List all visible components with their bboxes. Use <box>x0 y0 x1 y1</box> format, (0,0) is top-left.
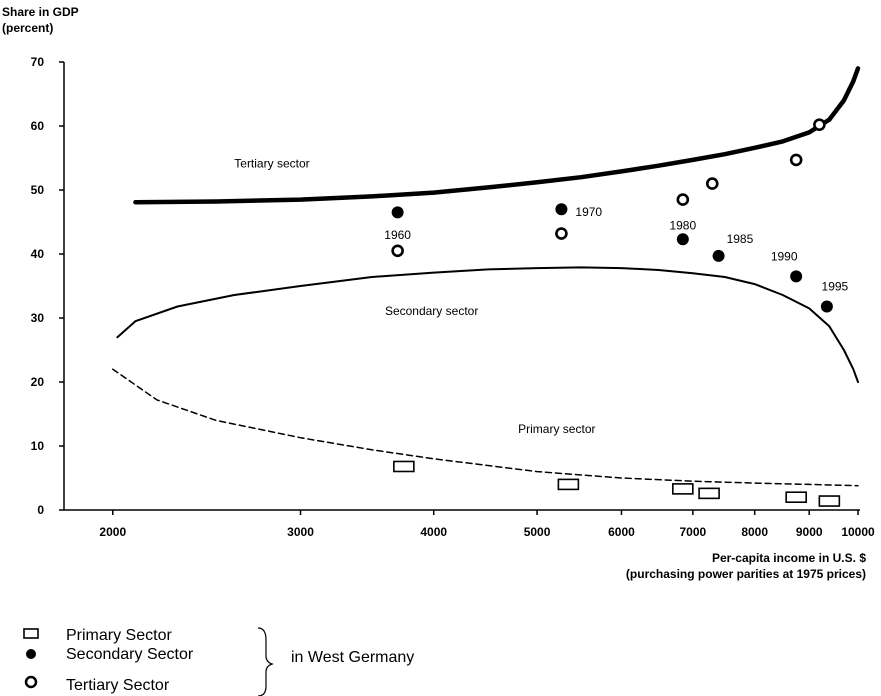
year-label: 1980 <box>669 218 696 232</box>
legend-secondary-label: Secondary Sector <box>66 646 194 663</box>
primary-sector-curve <box>112 368 859 487</box>
y-tick-label: 70 <box>31 55 45 69</box>
primary-sector-point <box>557 478 580 491</box>
year-label: 1985 <box>727 232 754 246</box>
x-tick-label: 10000 <box>841 525 875 539</box>
x-tick-label: 9000 <box>796 525 823 539</box>
secondary-sector-point <box>676 233 689 246</box>
x-tick-label: 7000 <box>679 525 706 539</box>
curve-annotation: Primary sector <box>518 422 595 436</box>
sector-curves <box>112 66 861 487</box>
y-axis-title-line2: (percent) <box>2 21 53 35</box>
year-label: 1970 <box>575 205 602 219</box>
y-axis-title-line1: Share in GDP <box>2 5 79 19</box>
year-label: 1990 <box>771 249 798 263</box>
legend-brace <box>257 627 274 696</box>
tertiary-sector-point <box>555 227 568 240</box>
primary-sector-point <box>393 460 415 473</box>
primary-sector-point <box>818 495 841 507</box>
legend-secondary-marker <box>26 649 36 659</box>
tertiary-sector-point <box>676 193 690 206</box>
legend-tertiary-marker <box>24 675 38 689</box>
secondary-sector-curve <box>116 266 859 383</box>
secondary-sector-point <box>391 206 404 219</box>
x-tick-label: 2000 <box>99 525 126 539</box>
y-tick-label: 0 <box>37 503 44 517</box>
tertiary-sector-point <box>705 177 719 190</box>
x-tick-label: 6000 <box>608 525 635 539</box>
data-markers: 1970 1980 1985 1990 1995 1960 <box>384 118 849 507</box>
legend-tertiary-label: Tertiary Sector <box>66 677 170 694</box>
secondary-sector-point <box>555 203 568 216</box>
legend-group-label: in West Germany <box>291 649 414 666</box>
y-tick-label: 30 <box>31 311 45 325</box>
y-tick-label: 10 <box>31 439 45 453</box>
y-tick-label: 20 <box>31 375 45 389</box>
y-tick-label: 50 <box>31 183 45 197</box>
x-tick-label: 8000 <box>741 525 768 539</box>
secondary-sector-point <box>790 270 803 283</box>
secondary-sector-point <box>820 300 833 313</box>
primary-sector-point <box>698 487 720 500</box>
legend-primary-label: Primary Sector <box>66 627 172 644</box>
tertiary-sector-point <box>813 118 826 132</box>
year-label: 1960 <box>384 228 411 242</box>
year-label: 1995 <box>822 279 849 293</box>
tertiary-sector-point <box>789 153 803 167</box>
x-axis-title-line2: (purchasing power parities at 1975 price… <box>626 567 866 581</box>
curve-annotation: Tertiary sector <box>234 157 309 171</box>
curve-annotation: Secondary sector <box>385 304 478 318</box>
y-tick-label: 40 <box>31 247 45 261</box>
x-axis-title-line1: Per-capita income in U.S. $ <box>712 551 866 565</box>
tertiary-sector-curve <box>133 66 861 205</box>
secondary-sector-point <box>712 249 725 262</box>
x-tick-label: 4000 <box>420 525 447 539</box>
legend: Primary Sector Secondary Sector Tertiary… <box>23 627 414 696</box>
primary-sector-point <box>785 491 807 504</box>
annotations: Tertiary sector Secondary sector Primary s… <box>234 157 595 437</box>
x-tick-label: 3000 <box>287 525 314 539</box>
x-tick-label: 5000 <box>524 525 551 539</box>
y-tick-label: 60 <box>31 119 45 133</box>
primary-sector-point <box>672 483 694 495</box>
legend-primary-marker <box>23 628 39 639</box>
tertiary-sector-point <box>391 244 404 258</box>
axes: 0 10 20 30 40 50 60 70 2000 3000 4000 5000 6000 7000 8… <box>31 55 875 539</box>
